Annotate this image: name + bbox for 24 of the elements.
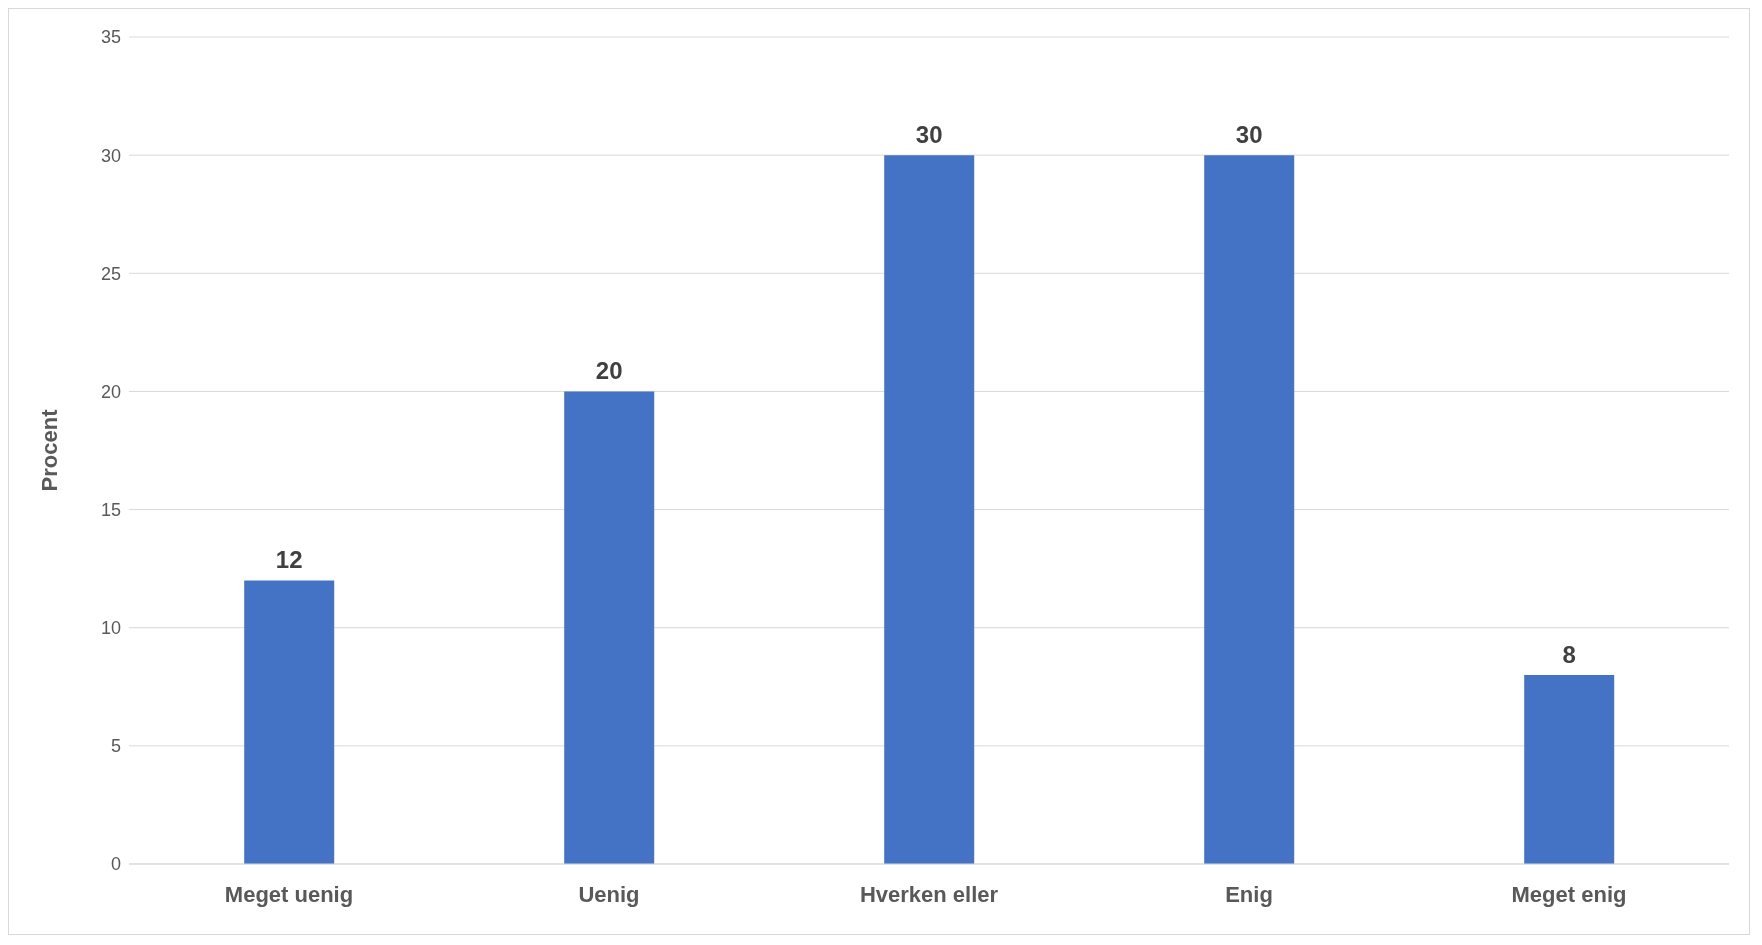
bar — [244, 580, 335, 864]
y-tick-label: 5 — [110, 736, 121, 757]
x-tick-label: Meget uenig — [224, 881, 354, 907]
x-tick-label: Hverken eller — [859, 881, 999, 907]
bar — [1204, 155, 1295, 864]
x-tick-label: Enig — [1225, 881, 1273, 907]
y-axis-title: Procent — [36, 408, 62, 492]
data-label: 8 — [1562, 640, 1576, 668]
bar — [564, 391, 655, 864]
bar — [1524, 674, 1615, 864]
data-label: 30 — [1235, 121, 1263, 149]
y-tick-label: 25 — [100, 263, 121, 284]
y-tick-label: 15 — [100, 499, 121, 520]
y-tick-label: 0 — [110, 854, 121, 875]
data-label: 12 — [275, 546, 303, 574]
x-tick-label: Uenig — [578, 881, 640, 907]
data-label: 30 — [915, 121, 943, 149]
x-tick-label: Meget enig — [1511, 881, 1627, 907]
y-tick-label: 10 — [100, 618, 121, 639]
y-tick-label: 20 — [100, 381, 121, 402]
data-label: 20 — [595, 357, 623, 385]
y-tick-label: 30 — [100, 145, 121, 166]
bar — [884, 155, 975, 864]
y-tick-label: 35 — [100, 27, 121, 48]
